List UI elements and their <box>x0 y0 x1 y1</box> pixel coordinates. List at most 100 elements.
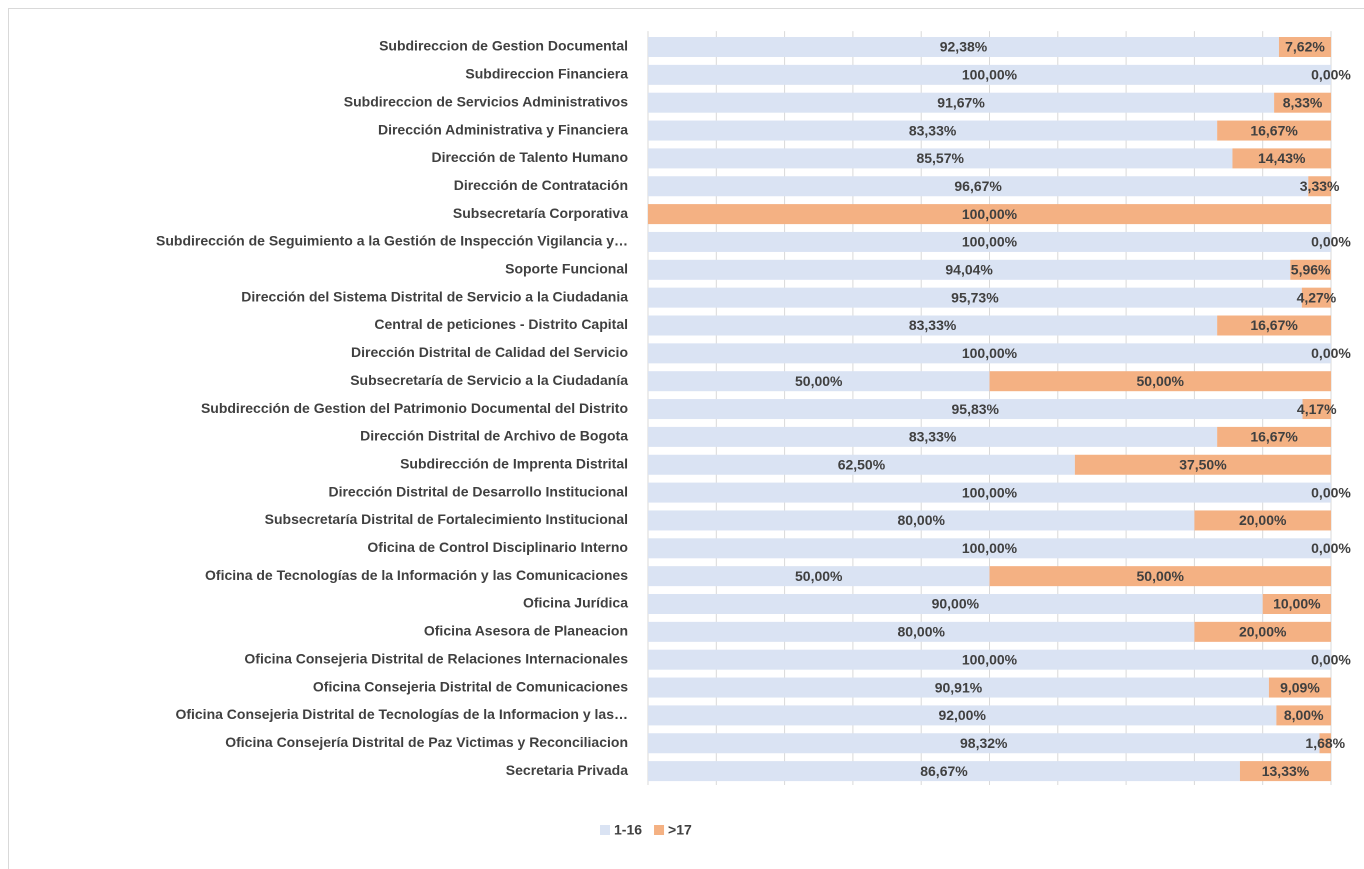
data-label: 85,57% <box>916 150 964 166</box>
bar-segment <box>1262 594 1331 614</box>
data-label: 95,73% <box>951 289 999 305</box>
bar-segment <box>648 371 990 392</box>
bar-segment <box>648 399 1303 420</box>
y-tick-label: Subsecretaría Corporativa <box>453 205 628 221</box>
data-label: 1,68% <box>1305 735 1345 751</box>
bar-segment <box>648 259 1291 280</box>
data-label: 98,32% <box>960 735 1008 751</box>
bar-segment <box>1239 761 1331 782</box>
bar-segment <box>648 148 1233 169</box>
y-tick-label: Oficina de Control Disciplinario Interno <box>367 539 628 555</box>
data-label: 4,27% <box>1297 289 1337 305</box>
bar-segment <box>648 733 1320 754</box>
bar-segment <box>648 649 1331 670</box>
bar-segment <box>1301 287 1331 308</box>
data-label: 95,83% <box>952 401 1000 417</box>
y-tick-label: Dirección Distrital de Desarrollo Instit… <box>328 483 628 499</box>
legend-swatch <box>654 825 665 835</box>
bar-segment <box>1232 148 1331 169</box>
bar-segment <box>1319 733 1331 754</box>
data-label: 96,67% <box>954 178 1002 194</box>
y-tick-label: Dirección del Sistema Distrital de Servi… <box>241 288 628 304</box>
data-label: 0,00% <box>1311 345 1351 361</box>
bar-segment <box>648 482 1331 503</box>
data-label: 37,50% <box>1179 456 1227 472</box>
data-label: 92,00% <box>938 707 986 723</box>
bar-segment <box>1194 621 1331 642</box>
bar-segment <box>1276 705 1331 726</box>
bar-segment <box>1278 37 1331 57</box>
data-label: 0,00% <box>1311 540 1351 556</box>
bar-segment <box>1217 120 1331 141</box>
y-tick-label: Subdireccion Financiera <box>465 66 628 82</box>
legend-label: >17 <box>668 822 692 838</box>
data-label: 0,00% <box>1311 67 1351 83</box>
y-tick-label: Subdirección de Imprenta Distrital <box>400 455 628 471</box>
bar-segment <box>648 538 1331 559</box>
bar-segment <box>1308 176 1331 197</box>
bar-segment <box>648 761 1240 782</box>
data-label: 91,67% <box>937 94 985 110</box>
data-label: 83,33% <box>909 122 957 138</box>
bar-segment <box>648 454 1075 475</box>
bar-segment <box>648 343 1331 364</box>
data-label: 100,00% <box>962 206 1018 222</box>
data-label: 100,00% <box>962 651 1018 667</box>
bar-segment <box>648 231 1331 252</box>
bar-segment <box>648 92 1275 113</box>
data-label: 62,50% <box>838 456 886 472</box>
bar-segment <box>1217 315 1331 336</box>
y-tick-label: Dirección de Talento Humano <box>431 149 628 165</box>
y-tick-label: Subsecretaría de Servicio a la Ciudadaní… <box>350 372 628 388</box>
bar-segment <box>648 204 1331 225</box>
bar-segment <box>648 64 1331 85</box>
data-label: 3,33% <box>1300 178 1340 194</box>
bar-segment <box>1217 426 1331 447</box>
data-label: 86,67% <box>920 763 968 779</box>
data-label: 92,38% <box>940 39 988 55</box>
data-label: 8,00% <box>1284 707 1324 723</box>
bar-segment <box>648 37 1279 57</box>
y-tick-label: Subdireccion de Gestion Documental <box>379 38 628 54</box>
bar-segment <box>989 371 1331 392</box>
data-label: 80,00% <box>897 624 945 640</box>
legend-label: 1-16 <box>614 822 642 838</box>
y-tick-label: Subsecretaría Distrital de Fortalecimien… <box>265 511 628 527</box>
bar-segment <box>648 566 990 587</box>
data-label: 83,33% <box>909 429 957 445</box>
bar-segment <box>648 287 1302 308</box>
y-tick-label: Central de peticiones - Distrito Capital <box>374 316 628 332</box>
data-label: 4,17% <box>1297 401 1337 417</box>
bar-segment <box>648 510 1195 531</box>
y-tick-label: Oficina Consejería Distrital de Paz Vict… <box>225 734 628 750</box>
bar-segment <box>1302 399 1331 420</box>
y-tick-label: Subdirección de Gestion del Patrimonio D… <box>201 400 628 416</box>
data-label: 90,91% <box>935 679 983 695</box>
data-label: 100,00% <box>962 345 1018 361</box>
data-label: 90,00% <box>932 596 980 612</box>
data-label: 16,67% <box>1250 429 1298 445</box>
y-tick-label: Subdirección de Seguimiento a la Gestión… <box>156 233 628 249</box>
y-tick-label: Oficina Consejeria Distrital de Comunica… <box>313 678 628 694</box>
data-label: 50,00% <box>795 373 843 389</box>
legend-swatch <box>600 825 610 835</box>
y-tick-label: Subdireccion de Servicios Administrativo… <box>344 93 628 109</box>
data-label: 100,00% <box>962 484 1018 500</box>
data-label: 0,00% <box>1311 484 1351 500</box>
data-label: 83,33% <box>909 317 957 333</box>
y-tick-label: Oficina Consejeria Distrital de Tecnolog… <box>175 706 628 722</box>
data-label: 7,62% <box>1285 39 1325 55</box>
data-label: 14,43% <box>1258 150 1306 166</box>
data-label: 50,00% <box>1137 373 1185 389</box>
data-label: 100,00% <box>962 234 1018 250</box>
data-label: 0,00% <box>1311 234 1351 250</box>
bar-segment <box>648 705 1277 726</box>
bar-segment <box>989 566 1331 587</box>
y-tick-label: Oficina Jurídica <box>523 595 628 611</box>
y-tick-label: Soporte Funcional <box>505 261 628 277</box>
bar-segment <box>1268 677 1331 698</box>
y-tick-label: Secretaria Privada <box>506 762 628 778</box>
data-label: 100,00% <box>962 540 1018 556</box>
y-tick-label: Oficina Asesora de Planeacion <box>424 623 628 639</box>
data-label: 5,96% <box>1291 262 1331 278</box>
